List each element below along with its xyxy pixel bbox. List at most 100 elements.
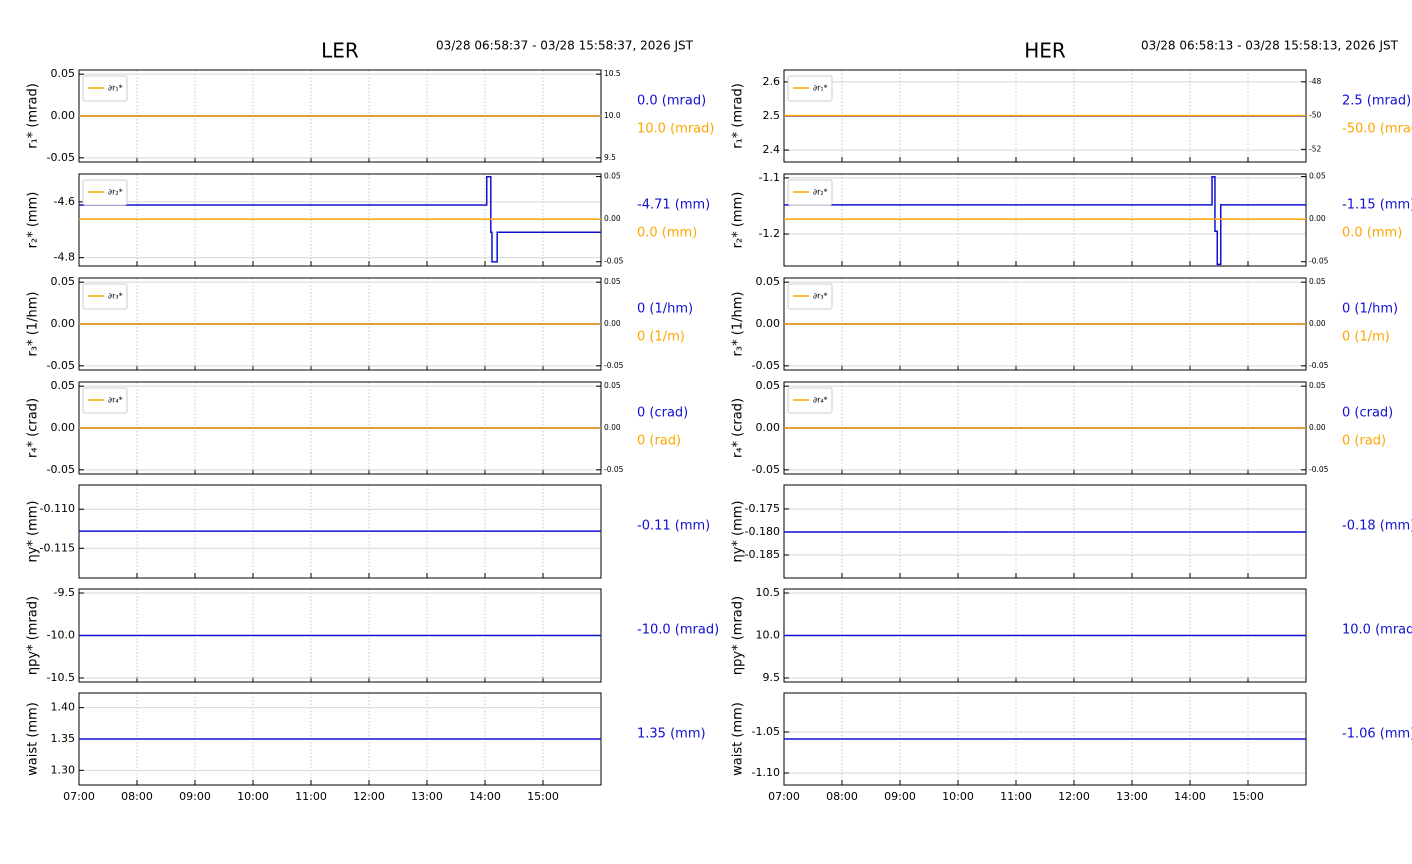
y-tick-label: -0.180: [745, 525, 780, 538]
y-tick-label: 0.05: [51, 67, 76, 80]
y-tick-label: 10.5: [756, 586, 781, 599]
y2-tick-label: -52: [1309, 144, 1321, 153]
x-tick-label: 08:00: [826, 790, 858, 803]
readout: 0 (1/m): [1342, 330, 1390, 345]
y2-tick-label: 0.00: [604, 319, 621, 328]
y2-tick-label: 0.05: [1309, 381, 1326, 390]
y-tick-label: -10.5: [47, 671, 75, 684]
readout: 0.0 (mm): [637, 226, 697, 241]
y-tick-label: 1.35: [51, 732, 76, 745]
y-tick-label: -0.05: [47, 151, 75, 164]
y-tick-label: 0.05: [51, 379, 76, 392]
y-axis-label: r₁* (mrad): [731, 83, 746, 149]
y2-tick-label: 9.5: [604, 153, 616, 162]
y-tick-label: 2.5: [763, 109, 781, 122]
y-axis-label: ηy* (mm): [26, 500, 41, 562]
y-tick-label: -0.175: [745, 502, 780, 515]
chart-subtitle: 03/28 06:58:13 - 03/28 15:58:13, 2026 JS…: [1141, 39, 1399, 53]
y-tick-label: 1.40: [51, 701, 76, 714]
y-tick-label: -1.05: [752, 725, 780, 738]
legend-box: [82, 387, 128, 414]
legend-box: [82, 179, 128, 206]
y-axis-label: waist (mm): [731, 702, 746, 776]
y-axis-label: r₂* (mm): [731, 192, 746, 249]
y-tick-label: -0.05: [47, 463, 75, 476]
legend-label: ∂r₄*: [813, 396, 828, 405]
y2-tick-label: 0.00: [1309, 423, 1326, 432]
y2-tick-label: 0.05: [1309, 172, 1326, 181]
chart-title: LER: [321, 39, 359, 63]
y2-tick-label: 0.05: [1309, 277, 1326, 286]
legend-label: ∂r₁*: [813, 84, 828, 93]
readout: 0 (1/m): [637, 330, 685, 345]
readout: 0 (rad): [637, 434, 681, 449]
y2-tick-label: 0.00: [604, 214, 621, 223]
x-tick-label: 14:00: [1174, 790, 1206, 803]
readout: 10.0 (mrad): [1342, 623, 1412, 638]
x-tick-label: 10:00: [942, 790, 974, 803]
readout: 0 (rad): [1342, 434, 1386, 449]
x-tick-label: 08:00: [121, 790, 153, 803]
y2-tick-label: 0.05: [604, 277, 621, 286]
y2-tick-label: 0.05: [604, 381, 621, 390]
x-tick-label: 11:00: [1000, 790, 1032, 803]
y2-tick-label: 0.00: [1309, 214, 1326, 223]
chart-subtitle: 03/28 06:58:37 - 03/28 15:58:37, 2026 JS…: [436, 39, 694, 53]
legend-box: [787, 387, 833, 414]
y-tick-label: -10.0: [47, 629, 75, 642]
y2-tick-label: 10.0: [604, 111, 621, 120]
readout: 0 (1/hm): [637, 302, 693, 317]
y-tick-label: -4.8: [54, 251, 75, 264]
readout: -1.06 (mm): [1342, 727, 1412, 742]
y-tick-label: 9.5: [763, 671, 781, 684]
readout: -4.71 (mm): [637, 198, 710, 213]
y2-tick-label: -0.05: [1309, 257, 1329, 266]
y-tick-label: 2.4: [763, 143, 781, 156]
legend-label: ∂r₂*: [813, 188, 828, 197]
x-tick-label: 12:00: [353, 790, 385, 803]
y-axis-label: ηpy* (mrad): [731, 596, 746, 675]
y-tick-label: 0.05: [756, 275, 781, 288]
y-tick-label: 0.05: [756, 379, 781, 392]
x-tick-label: 09:00: [179, 790, 211, 803]
y2-tick-label: -0.05: [1309, 361, 1329, 370]
x-tick-label: 07:00: [768, 790, 800, 803]
y2-tick-label: -50: [1309, 111, 1321, 120]
readout: 0 (1/hm): [1342, 302, 1398, 317]
y-axis-label: r₂* (mm): [26, 192, 41, 249]
y2-tick-label: -0.05: [1309, 465, 1329, 474]
y-axis-label: r₃* (1/hm): [26, 292, 41, 357]
readout: -50.0 (mrad): [1342, 122, 1412, 137]
y-tick-label: -1.2: [759, 227, 780, 240]
y-tick-label: -0.05: [752, 359, 780, 372]
y-tick-label: 1.30: [51, 763, 76, 776]
readout: 0 (crad): [1342, 406, 1393, 421]
x-tick-label: 13:00: [411, 790, 443, 803]
y2-tick-label: 0.05: [604, 172, 621, 181]
x-tick-label: 12:00: [1058, 790, 1090, 803]
y-tick-label: -0.110: [40, 502, 75, 515]
y-axis-label: r₄* (crad): [26, 398, 41, 458]
readout: 0.0 (mrad): [637, 94, 706, 109]
readout: 10.0 (mrad): [637, 122, 714, 137]
readout: 1.35 (mm): [637, 727, 706, 742]
y-tick-label: 0.05: [51, 275, 76, 288]
legend-box: [82, 75, 128, 102]
plot-frame: [783, 173, 1307, 267]
readout: -1.15 (mm): [1342, 198, 1412, 213]
x-tick-label: 15:00: [527, 790, 559, 803]
readout: 0.0 (mm): [1342, 226, 1402, 241]
y2-tick-label: 0.00: [604, 423, 621, 432]
legend-label: ∂r₁*: [108, 84, 123, 93]
x-tick-label: 07:00: [63, 790, 95, 803]
y-tick-label: 0.00: [756, 421, 781, 434]
y-tick-label: -1.1: [759, 171, 780, 184]
legend-label: ∂r₄*: [108, 396, 123, 405]
y-tick-label: 0.00: [51, 109, 76, 122]
chart-title: HER: [1024, 39, 1066, 63]
y-tick-label: -0.115: [40, 541, 75, 554]
y-axis-label: r₄* (crad): [731, 398, 746, 458]
legend-label: ∂r₂*: [108, 188, 123, 197]
